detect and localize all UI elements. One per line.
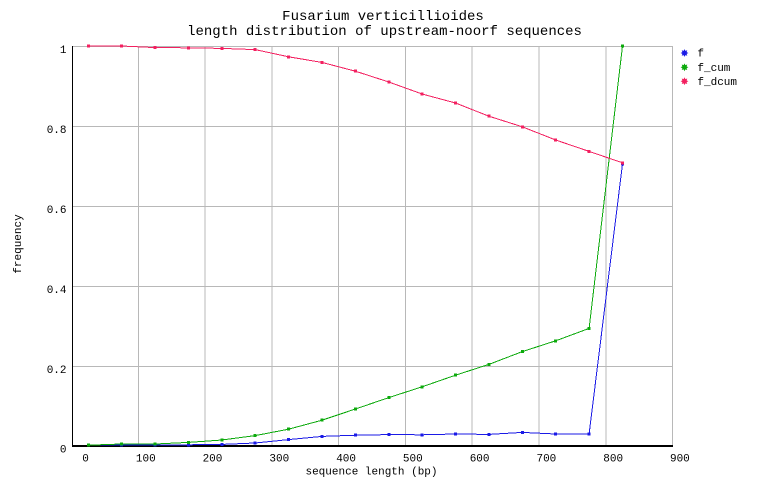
svg-text:frequency: frequency: [13, 214, 25, 274]
svg-text:f: f: [697, 49, 704, 61]
svg-text:100: 100: [136, 454, 156, 466]
svg-text:200: 200: [203, 454, 223, 466]
svg-text:300: 300: [269, 454, 289, 466]
svg-text:0.6: 0.6: [47, 205, 67, 217]
svg-text:0.4: 0.4: [47, 285, 67, 297]
svg-text:Fusarium verticillioides: Fusarium verticillioides: [282, 9, 484, 25]
svg-text:600: 600: [470, 454, 490, 466]
svg-text:sequence length (bp): sequence length (bp): [305, 467, 437, 479]
svg-text:length distribution of upstrea: length distribution of upstream-noorf se…: [187, 24, 582, 40]
svg-text:f_cum: f_cum: [697, 63, 730, 75]
svg-text:400: 400: [336, 454, 356, 466]
svg-text:0: 0: [82, 454, 89, 466]
svg-text:f_dcum: f_dcum: [697, 77, 737, 89]
svg-text:800: 800: [603, 454, 623, 466]
svg-text:500: 500: [403, 454, 423, 466]
svg-text:1: 1: [60, 45, 67, 57]
svg-text:0: 0: [60, 445, 67, 457]
svg-text:900: 900: [670, 454, 690, 466]
svg-text:0.8: 0.8: [47, 125, 67, 137]
svg-text:700: 700: [536, 454, 556, 466]
svg-text:0.2: 0.2: [47, 365, 67, 377]
